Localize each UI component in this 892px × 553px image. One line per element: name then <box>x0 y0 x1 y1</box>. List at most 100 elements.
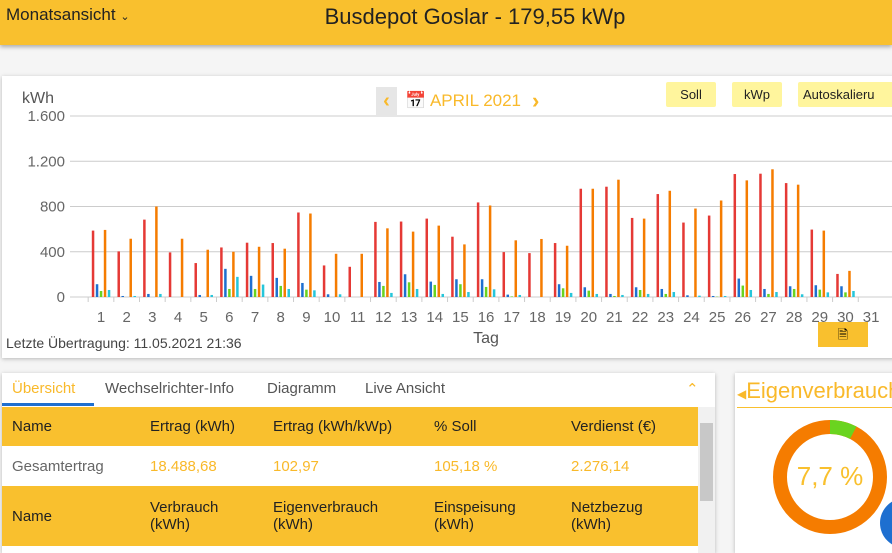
bar <box>631 218 634 297</box>
bar <box>489 205 492 297</box>
bar <box>467 292 470 297</box>
col-header: Verbrauch (kWh) <box>140 486 263 546</box>
table-scrollbar[interactable] <box>698 407 715 553</box>
bar <box>673 292 676 297</box>
bar <box>412 232 415 297</box>
caret-left-icon: ◀ <box>737 387 746 401</box>
x-tick-label: 15 <box>452 309 469 326</box>
tab-inverter-info[interactable]: Wechselrichter-Info <box>105 380 234 397</box>
bar <box>404 274 407 297</box>
bar <box>434 285 437 297</box>
bar <box>515 240 518 297</box>
col-header: Name <box>2 486 140 546</box>
x-tick-label: 2 <box>122 309 130 326</box>
bar <box>416 289 419 297</box>
scrollbar-thumb[interactable] <box>700 423 713 501</box>
bar <box>827 292 830 297</box>
bar <box>232 252 235 297</box>
x-tick-label: 5 <box>200 309 208 326</box>
bar <box>775 292 778 297</box>
x-tick-label: 18 <box>529 309 546 326</box>
bar <box>493 289 496 297</box>
x-tick-label: 7 <box>251 309 259 326</box>
self-consumption-title: ◀Eigenverbrauch <box>737 378 892 408</box>
bar <box>459 284 462 297</box>
bar <box>481 279 484 297</box>
col-header: Netzbezug (kWh) <box>561 486 698 546</box>
bar <box>155 207 158 298</box>
bar <box>224 269 227 297</box>
bar <box>121 296 124 297</box>
bar <box>609 294 612 297</box>
x-tick-label: 11 <box>350 309 366 326</box>
tab-diagram[interactable]: Diagramm <box>267 380 336 397</box>
bar <box>540 239 543 297</box>
cell: 18.488,68 <box>140 446 263 486</box>
bar <box>271 243 274 297</box>
bar <box>566 246 569 297</box>
bar <box>349 267 352 297</box>
bar <box>852 291 855 297</box>
cell: 102,97 <box>263 446 424 486</box>
bar <box>133 296 136 297</box>
bar <box>117 251 120 297</box>
bar <box>287 289 290 297</box>
bar <box>848 271 851 297</box>
x-tick-label: 14 <box>426 309 443 326</box>
bar <box>819 290 822 297</box>
bar <box>442 294 445 297</box>
bar <box>297 212 300 297</box>
x-tick-label: 19 <box>555 309 572 326</box>
bar <box>635 287 638 297</box>
col-header: Ertrag (kWh/kWp) <box>263 407 424 446</box>
overview-card: Übersicht Wechselrichter-Info Diagramm L… <box>2 373 715 553</box>
bar <box>558 284 561 297</box>
bar <box>793 289 796 297</box>
x-tick-label: 30 <box>837 309 854 326</box>
y-tick-label: 800 <box>40 199 65 216</box>
x-tick-label: 27 <box>760 309 777 326</box>
bar <box>836 274 839 297</box>
bar <box>797 185 800 297</box>
bar <box>840 286 843 297</box>
x-tick-label: 17 <box>503 309 520 326</box>
bar <box>592 189 595 297</box>
bar <box>584 287 587 297</box>
col-header: Name <box>2 407 140 446</box>
cell: 105,18 % <box>424 446 561 486</box>
bar <box>426 219 429 297</box>
bar <box>169 252 172 297</box>
x-tick-label: 20 <box>580 309 597 326</box>
y-tick-label: 0 <box>57 289 65 306</box>
bar <box>823 231 826 297</box>
tab-overview[interactable]: Übersicht <box>12 380 75 397</box>
bar <box>613 296 616 297</box>
bar <box>305 290 308 297</box>
bar <box>374 222 377 297</box>
x-tick-label: 31 <box>863 309 880 326</box>
x-tick-label: 24 <box>683 309 700 326</box>
bar <box>605 187 608 297</box>
collapse-icon[interactable]: ⌃ <box>686 380 699 398</box>
x-tick-label: 8 <box>277 309 285 326</box>
bar <box>528 253 531 297</box>
bar <box>147 294 150 297</box>
bar <box>451 237 454 297</box>
bar <box>588 291 591 297</box>
bar <box>275 278 278 297</box>
bar <box>724 296 727 297</box>
bar <box>408 282 411 297</box>
bar <box>246 243 249 297</box>
x-tick-label: 25 <box>709 309 726 326</box>
y-tick-label: 400 <box>40 244 65 261</box>
bar <box>789 286 792 297</box>
self-consumption-card: ◀Eigenverbrauch 7,7 % <box>735 373 892 553</box>
bar <box>455 279 458 297</box>
bar <box>503 252 506 297</box>
bar <box>198 295 201 297</box>
bar <box>313 290 316 297</box>
x-tick-label: 21 <box>606 309 623 326</box>
bar <box>96 284 99 297</box>
bar <box>767 294 770 297</box>
tab-live[interactable]: Live Ansicht <box>365 380 445 397</box>
